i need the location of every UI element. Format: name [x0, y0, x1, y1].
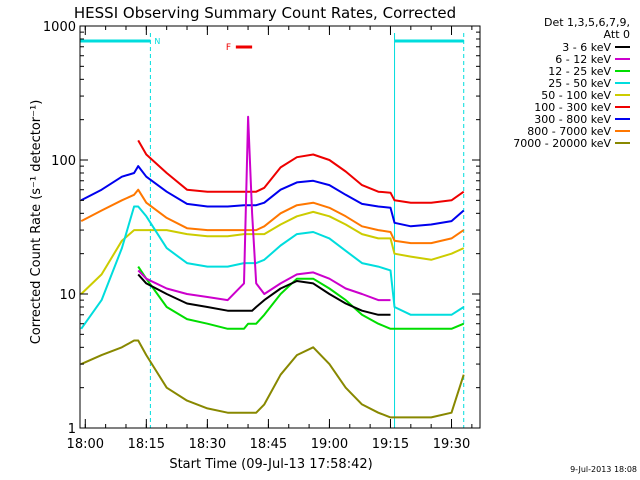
legend-header: Det 1,3,5,6,7,9, [544, 16, 630, 29]
plot-timestamp: 9-Jul-2013 18:08 [570, 465, 637, 474]
series-line-8 [80, 339, 465, 419]
x-axis-label: Start Time (09-Jul-13 17:58:42) [169, 457, 372, 472]
series-line-2 [137, 266, 465, 330]
legend-entry-label: 100 - 300 keV [534, 101, 611, 114]
x-tick-label: 18:15 [128, 437, 165, 452]
series-line-3 [80, 205, 465, 330]
plot-frame [79, 25, 481, 429]
legend-entry-label: 3 - 6 keV [562, 41, 611, 54]
x-tick-label: 19:15 [372, 437, 409, 452]
chart-title: HESSI Observing Summary Count Rates, Cor… [74, 4, 456, 22]
x-tick-label: 19:00 [311, 437, 348, 452]
y-tick-label: 1 [68, 422, 76, 437]
y-tick-label: 10 [59, 288, 76, 303]
series-line-1 [137, 115, 391, 302]
series-line-0 [137, 273, 391, 316]
y-axis-label: Corrected Count Rate (s⁻¹ detector⁻¹) [29, 100, 44, 345]
series-line-6 [80, 165, 465, 228]
legend-entry-label: 7000 - 20000 keV [513, 137, 611, 150]
flare-flag-label: F [226, 43, 231, 53]
series-line-7 [80, 188, 465, 245]
plot-area: N F 1 10 100 1000 18:00 18:15 18:30 18:45 19:00 19:… [43, 20, 481, 452]
legend-entry-label: 6 - 12 keV [555, 53, 611, 66]
legend-header: Att 0 [604, 28, 630, 41]
x-tick-label: 18:30 [189, 437, 226, 452]
y-tick-label: 1000 [43, 20, 76, 35]
legend-entry-label: 12 - 25 keV [548, 65, 611, 78]
legend-entry-label: 300 - 800 keV [534, 113, 611, 126]
series-line-4 [80, 210, 465, 295]
x-tick-label: 18:00 [67, 437, 104, 452]
legend-entry-label: 800 - 7000 keV [527, 125, 611, 138]
legend-entry-label: 50 - 100 keV [541, 89, 611, 102]
y-tick-label: 100 [51, 154, 76, 169]
x-tick-label: 18:45 [250, 437, 287, 452]
x-tick-label: 19:30 [433, 437, 470, 452]
night-flag-label: N [154, 37, 160, 46]
series-line-5 [137, 139, 465, 204]
legend-entry-label: 25 - 50 keV [548, 77, 611, 90]
